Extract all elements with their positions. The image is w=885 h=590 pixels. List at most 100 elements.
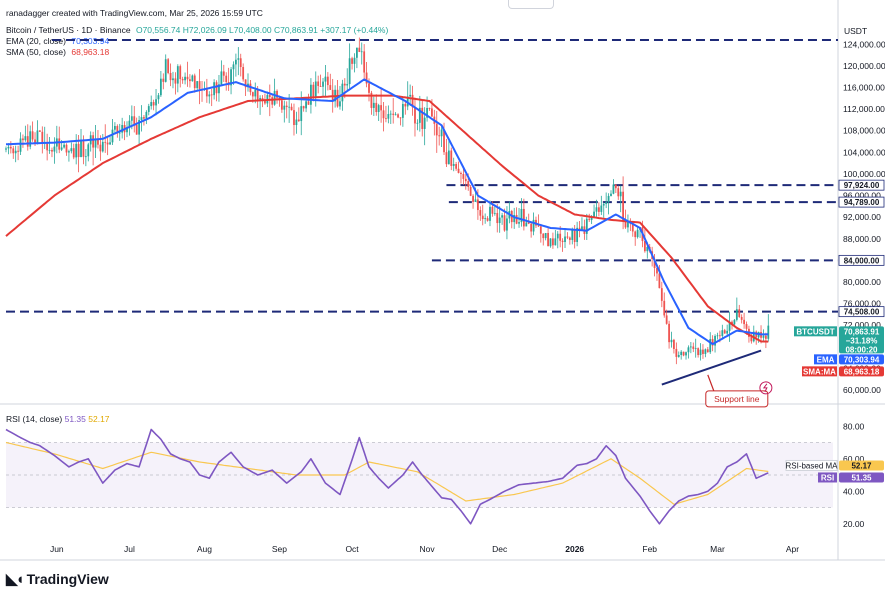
candle-body[interactable] — [544, 233, 547, 239]
candle-body[interactable] — [593, 211, 595, 217]
candle-body[interactable] — [60, 147, 63, 150]
candle-body[interactable] — [145, 111, 148, 119]
ema-line[interactable] — [6, 78, 769, 346]
top-toolbar-handle[interactable] — [508, 0, 554, 9]
candle-body[interactable] — [498, 217, 501, 224]
candle-body[interactable] — [762, 335, 765, 338]
candle-body[interactable] — [280, 100, 283, 110]
candle-body[interactable] — [743, 319, 745, 325]
candle-body[interactable] — [343, 83, 346, 86]
candle-body[interactable] — [169, 72, 172, 81]
candle-body[interactable] — [128, 120, 131, 128]
candle-body[interactable] — [658, 273, 661, 289]
candle-body[interactable] — [714, 335, 716, 346]
candle-body[interactable] — [254, 89, 257, 97]
candle-body[interactable] — [711, 339, 714, 346]
candle-body[interactable] — [322, 81, 324, 87]
candle-body[interactable] — [97, 139, 99, 145]
candle-body[interactable] — [607, 195, 610, 203]
candle-body[interactable] — [501, 215, 503, 218]
candle-body[interactable] — [496, 212, 499, 224]
candle-body[interactable] — [198, 81, 201, 89]
candle-body[interactable] — [462, 173, 465, 179]
candle-body[interactable] — [283, 105, 286, 110]
candle-body[interactable] — [370, 92, 373, 108]
candle-body[interactable] — [307, 101, 310, 105]
sma-line[interactable] — [5, 94, 769, 343]
candle-body[interactable] — [312, 84, 315, 99]
candle-body[interactable] — [472, 195, 474, 202]
candle-body[interactable] — [506, 218, 508, 231]
candle-body[interactable] — [230, 69, 232, 86]
candle-body[interactable] — [24, 136, 27, 141]
candle-body[interactable] — [251, 92, 254, 97]
candle-body[interactable] — [118, 132, 121, 134]
candle-body[interactable] — [624, 220, 627, 228]
candle-body[interactable] — [140, 117, 143, 121]
candle-body[interactable] — [423, 117, 426, 129]
candle-body[interactable] — [196, 81, 199, 89]
candle-body[interactable] — [19, 138, 22, 152]
candle-body[interactable] — [191, 75, 194, 82]
candle-body[interactable] — [682, 351, 685, 356]
candle-body[interactable] — [109, 142, 111, 145]
candle-body[interactable] — [411, 94, 414, 108]
candle-body[interactable] — [406, 96, 409, 107]
candle-body[interactable] — [643, 241, 646, 252]
candle-body[interactable] — [232, 64, 235, 70]
candle-body[interactable] — [719, 335, 721, 337]
candle-body[interactable] — [87, 144, 90, 157]
candle-body[interactable] — [387, 114, 390, 119]
candle-body[interactable] — [443, 129, 445, 153]
candle-body[interactable] — [602, 203, 605, 206]
candle-body[interactable] — [70, 148, 73, 152]
candle-body[interactable] — [48, 149, 51, 151]
candle-body[interactable] — [208, 94, 211, 97]
candle-body[interactable] — [189, 79, 191, 82]
candle-body[interactable] — [17, 150, 19, 152]
candle-body[interactable] — [573, 229, 576, 242]
candle-body[interactable] — [133, 116, 136, 125]
candle-body[interactable] — [368, 83, 370, 93]
candle-body[interactable] — [704, 349, 707, 354]
candle-body[interactable] — [329, 85, 332, 90]
candle-body[interactable] — [65, 144, 68, 153]
candle-body[interactable] — [365, 72, 368, 84]
candle-body[interactable] — [438, 135, 441, 137]
candle-body[interactable] — [385, 118, 387, 120]
candle-body[interactable] — [63, 144, 65, 148]
candle-body[interactable] — [731, 321, 733, 325]
candle-body[interactable] — [300, 106, 303, 122]
candle-body[interactable] — [184, 76, 186, 81]
candle-body[interactable] — [447, 150, 450, 165]
candle-body[interactable] — [503, 215, 506, 231]
candle-body[interactable] — [215, 82, 218, 94]
candle-body[interactable] — [363, 51, 366, 73]
candle-body[interactable] — [479, 210, 482, 216]
candle-body[interactable] — [663, 300, 666, 316]
candle-body[interactable] — [561, 240, 564, 243]
candle-body[interactable] — [155, 99, 157, 106]
candle-body[interactable] — [571, 229, 574, 240]
candle-body[interactable] — [111, 129, 114, 143]
candle-body[interactable] — [612, 184, 615, 194]
candle-body[interactable] — [610, 193, 612, 196]
candle-body[interactable] — [130, 116, 133, 121]
candle-body[interactable] — [457, 168, 460, 173]
candle-body[interactable] — [104, 141, 107, 143]
candle-body[interactable] — [677, 355, 680, 357]
candle-body[interactable] — [467, 181, 470, 187]
candle-body[interactable] — [585, 218, 588, 234]
candle-body[interactable] — [435, 123, 438, 136]
candle-body[interactable] — [728, 321, 731, 331]
candle-body[interactable] — [409, 94, 412, 97]
candle-body[interactable] — [380, 105, 382, 111]
candle-body[interactable] — [481, 215, 484, 220]
candle-body[interactable] — [164, 59, 167, 82]
candle-body[interactable] — [675, 348, 678, 357]
candle-body[interactable] — [210, 94, 213, 96]
candle-body[interactable] — [295, 119, 298, 126]
candle-body[interactable] — [179, 66, 182, 80]
candle-body[interactable] — [372, 102, 375, 108]
candle-body[interactable] — [36, 130, 39, 143]
